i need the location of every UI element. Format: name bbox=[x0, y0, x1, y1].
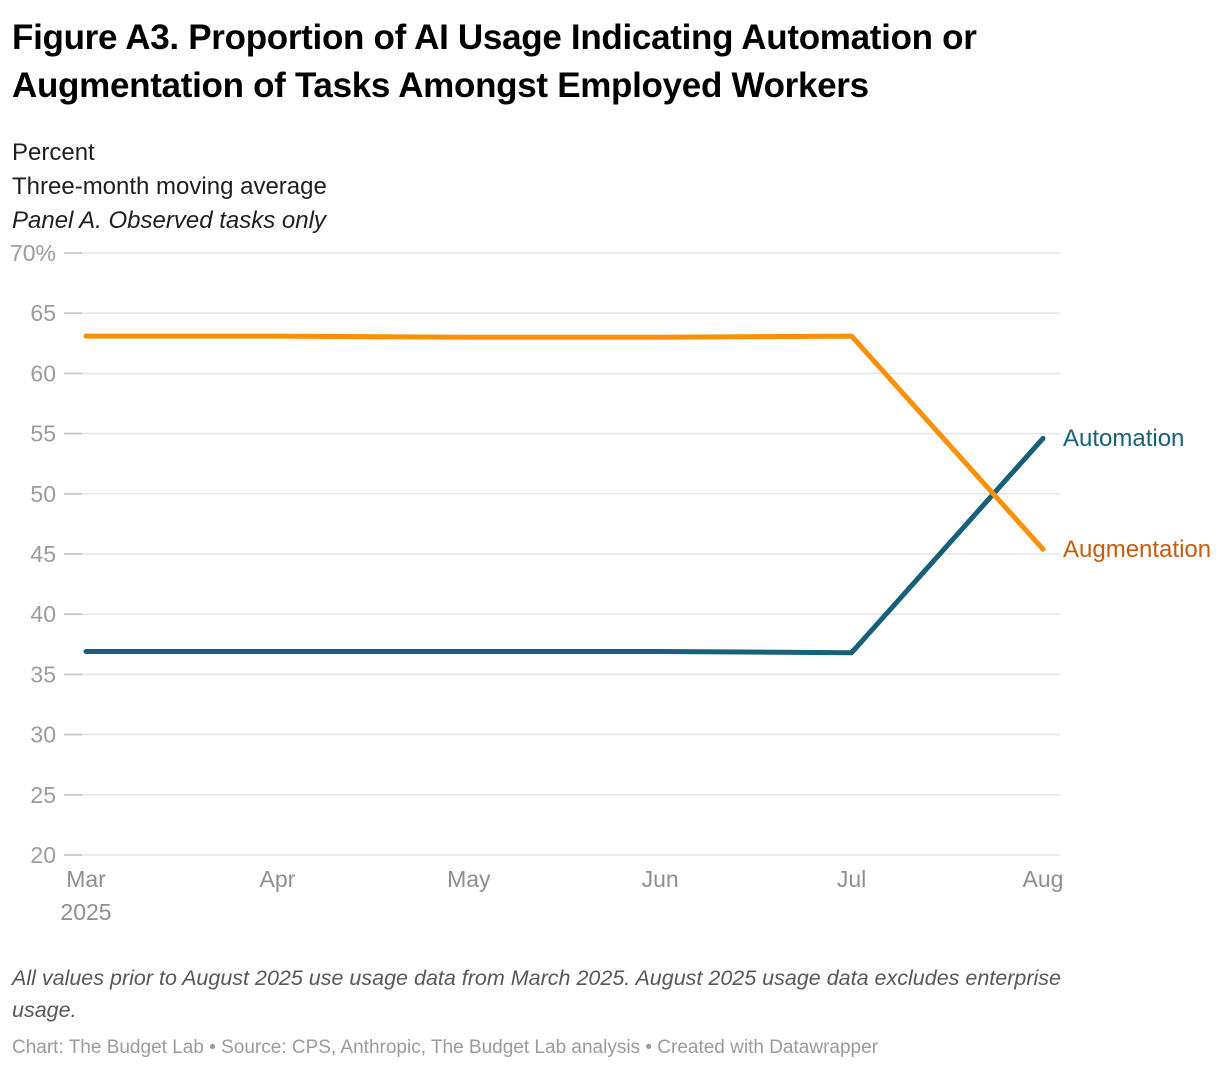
credit-line: Chart: The Budget Lab • Source: CPS, Ant… bbox=[12, 1037, 878, 1058]
series-line-automation bbox=[83, 435, 1046, 656]
y-axis-tick-label: 70% bbox=[10, 240, 56, 266]
y-axis-tick-label: 45 bbox=[30, 541, 56, 567]
footnote-line-2: usage. bbox=[12, 998, 77, 1022]
y-axis-tick-label: 30 bbox=[30, 722, 56, 748]
subtitle-block: Percent Three-month moving average Panel… bbox=[12, 136, 1208, 238]
title-line-2: Augmentation of Tasks Amongst Employed W… bbox=[12, 66, 869, 105]
page-title: Figure A3. Proportion of AI Usage Indica… bbox=[12, 14, 1208, 110]
chart-area: 70% 65 60 55 50 45 40 35 30 25 20 Mar Apr May Jun Jul Au… bbox=[0, 238, 1220, 938]
footer: All values prior to August 2025 use usag… bbox=[12, 962, 1208, 1060]
series-label-automation: Automation bbox=[1063, 425, 1185, 453]
subtitle-panel: Panel A. Observed tasks only bbox=[12, 207, 326, 234]
footnote-line-1: All values prior to August 2025 use usag… bbox=[12, 966, 1061, 990]
x-axis-year-label: 2025 bbox=[60, 899, 111, 925]
title-line-1: Figure A3. Proportion of AI Usage Indica… bbox=[12, 18, 977, 57]
y-axis-tick-label: 35 bbox=[30, 661, 56, 687]
y-axis-tick-label: 65 bbox=[30, 300, 56, 326]
line-chart: 70% 65 60 55 50 45 40 35 30 25 20 Mar Apr May Jun Jul Au… bbox=[10, 240, 1064, 925]
series-label-augmentation: Augmentation bbox=[1063, 536, 1212, 564]
x-axis-tick-label: Aug bbox=[1023, 866, 1064, 892]
x-axis-tick-label: Apr bbox=[260, 866, 296, 892]
x-axis-tick-label: Mar bbox=[66, 866, 106, 892]
y-axis-tick-label: 55 bbox=[30, 421, 56, 447]
y-axis-tick-label: 20 bbox=[30, 842, 56, 868]
chart-footnote: All values prior to August 2025 use usag… bbox=[12, 962, 1197, 1026]
subtitle-unit: Percent bbox=[12, 139, 95, 166]
y-axis-tick-label: 25 bbox=[30, 782, 56, 808]
x-axis-tick-label: Jun bbox=[642, 866, 679, 892]
y-axis-tick-label: 40 bbox=[30, 601, 56, 627]
y-axis-tick-label: 60 bbox=[30, 360, 56, 386]
y-axis-tick-label: 50 bbox=[30, 481, 56, 507]
x-axis-tick-label: May bbox=[447, 866, 491, 892]
subtitle-measure: Three-month moving average bbox=[12, 173, 327, 200]
series-line-augmentation bbox=[83, 333, 1046, 552]
x-axis-tick-label: Jul bbox=[837, 866, 866, 892]
